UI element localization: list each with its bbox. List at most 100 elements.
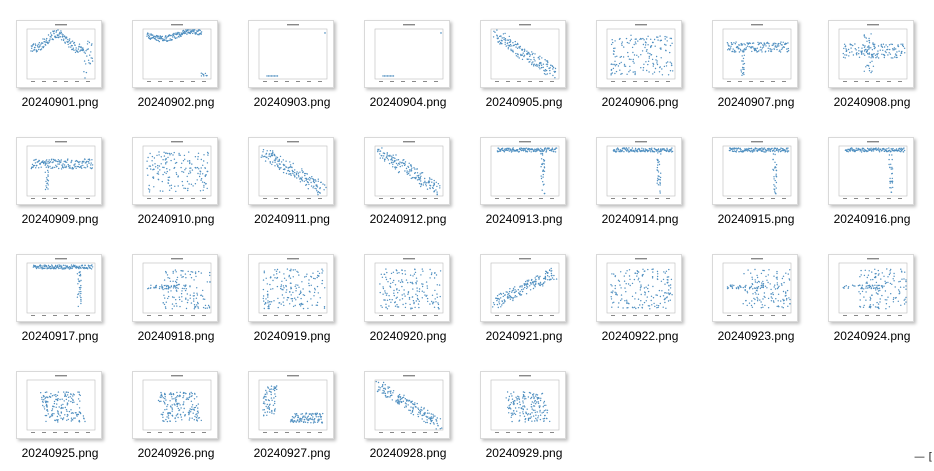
file-thumbnail[interactable]	[828, 20, 914, 88]
file-item[interactable]: 20240904.png	[358, 20, 468, 120]
file-thumbnail[interactable]	[596, 20, 682, 88]
file-thumbnail[interactable]	[364, 20, 450, 88]
file-name-label: 20240917.png	[21, 329, 99, 343]
file-name-label: 20240904.png	[369, 95, 447, 109]
file-thumbnail[interactable]	[16, 137, 102, 205]
file-thumbnail[interactable]	[364, 137, 450, 205]
file-thumbnail[interactable]	[16, 254, 102, 322]
file-item[interactable]: 20240918.png	[126, 254, 236, 354]
file-item[interactable]: 20240911.png	[242, 137, 352, 237]
file-name-label: 20240923.png	[717, 329, 795, 343]
file-thumbnail[interactable]	[16, 20, 102, 88]
file-thumbnail[interactable]	[712, 137, 798, 205]
file-thumbnail[interactable]	[596, 137, 682, 205]
file-name-label: 20240910.png	[137, 212, 215, 226]
file-thumbnail[interactable]	[364, 371, 450, 439]
file-item[interactable]: 20240924.png	[822, 254, 932, 354]
file-item[interactable]: 20240909.png	[10, 137, 120, 237]
file-item[interactable]: 20240914.png	[590, 137, 700, 237]
file-thumbnail[interactable]	[248, 371, 334, 439]
scatter-preview-image	[374, 258, 444, 316]
file-thumbnail[interactable]	[712, 254, 798, 322]
file-name-label: 20240912.png	[369, 212, 447, 226]
scatter-preview-image	[142, 375, 212, 433]
file-name-label: 20240902.png	[137, 95, 215, 109]
file-item[interactable]: 20240917.png	[10, 254, 120, 354]
file-name-label: 20240927.png	[253, 446, 331, 460]
file-thumbnail[interactable]	[480, 137, 566, 205]
file-item[interactable]: 20240928.png	[358, 371, 468, 471]
scatter-preview-image	[722, 24, 792, 82]
scatter-preview-image	[374, 24, 444, 82]
file-item[interactable]: 20240927.png	[242, 371, 352, 471]
file-name-label: 20240908.png	[833, 95, 911, 109]
scatter-preview-image	[142, 141, 212, 199]
file-item[interactable]: 20240915.png	[706, 137, 816, 237]
file-thumbnail[interactable]	[828, 254, 914, 322]
file-thumbnail[interactable]	[712, 20, 798, 88]
scatter-preview-image	[606, 24, 676, 82]
file-thumbnail[interactable]	[828, 137, 914, 205]
scatter-preview-image	[722, 258, 792, 316]
file-name-label: 20240911.png	[254, 212, 330, 226]
file-item[interactable]: 20240913.png	[474, 137, 584, 237]
file-name-label: 20240913.png	[485, 212, 563, 226]
file-thumbnail[interactable]	[248, 137, 334, 205]
scatter-preview-image	[26, 258, 96, 316]
scatter-preview-image	[490, 375, 560, 433]
file-item[interactable]: 20240923.png	[706, 254, 816, 354]
file-name-label: 20240915.png	[717, 212, 795, 226]
file-thumbnail[interactable]	[248, 20, 334, 88]
file-item[interactable]: 20240921.png	[474, 254, 584, 354]
file-thumbnail[interactable]	[132, 137, 218, 205]
file-item[interactable]: 20240910.png	[126, 137, 236, 237]
file-item[interactable]: 20240901.png	[10, 20, 120, 120]
file-thumbnail[interactable]	[16, 371, 102, 439]
scatter-preview-image	[258, 258, 328, 316]
file-name-label: 20240929.png	[485, 446, 563, 460]
file-name-label: 20240905.png	[485, 95, 563, 109]
file-thumbnail[interactable]	[596, 254, 682, 322]
file-thumbnail[interactable]	[480, 254, 566, 322]
scatter-preview-image	[838, 141, 908, 199]
file-item[interactable]: 20240902.png	[126, 20, 236, 120]
scatter-preview-image	[722, 141, 792, 199]
file-thumbnail[interactable]	[248, 254, 334, 322]
file-item[interactable]: 20240922.png	[590, 254, 700, 354]
file-item[interactable]: 20240929.png	[474, 371, 584, 471]
file-thumbnail[interactable]	[480, 371, 566, 439]
scatter-preview-image	[26, 24, 96, 82]
scatter-preview-image	[606, 141, 676, 199]
scatter-preview-image	[26, 375, 96, 433]
file-item[interactable]: 20240905.png	[474, 20, 584, 120]
file-item[interactable]: 20240907.png	[706, 20, 816, 120]
file-thumbnail[interactable]	[132, 20, 218, 88]
window-control-fragment: — [	[914, 450, 933, 463]
file-item[interactable]: 20240919.png	[242, 254, 352, 354]
scatter-preview-image	[258, 141, 328, 199]
scatter-preview-image	[142, 258, 212, 316]
file-thumbnail[interactable]	[480, 20, 566, 88]
file-name-label: 20240903.png	[253, 95, 331, 109]
file-thumbnail[interactable]	[132, 371, 218, 439]
file-item[interactable]: 20240916.png	[822, 137, 932, 237]
file-name-label: 20240907.png	[717, 95, 795, 109]
file-item[interactable]: 20240906.png	[590, 20, 700, 120]
scatter-preview-image	[838, 258, 908, 316]
file-item[interactable]: 20240912.png	[358, 137, 468, 237]
scatter-preview-image	[490, 258, 560, 316]
scatter-preview-image	[838, 24, 908, 82]
file-name-label: 20240919.png	[253, 329, 331, 343]
file-item[interactable]: 20240903.png	[242, 20, 352, 120]
file-thumbnail[interactable]	[364, 254, 450, 322]
file-item[interactable]: 20240908.png	[822, 20, 932, 120]
file-name-label: 20240920.png	[369, 329, 447, 343]
file-name-label: 20240922.png	[601, 329, 679, 343]
file-name-label: 20240928.png	[369, 446, 447, 460]
file-item[interactable]: 20240926.png	[126, 371, 236, 471]
file-name-label: 20240906.png	[601, 95, 679, 109]
file-thumbnail[interactable]	[132, 254, 218, 322]
file-name-label: 20240909.png	[21, 212, 99, 226]
file-item[interactable]: 20240920.png	[358, 254, 468, 354]
file-item[interactable]: 20240925.png	[10, 371, 120, 471]
